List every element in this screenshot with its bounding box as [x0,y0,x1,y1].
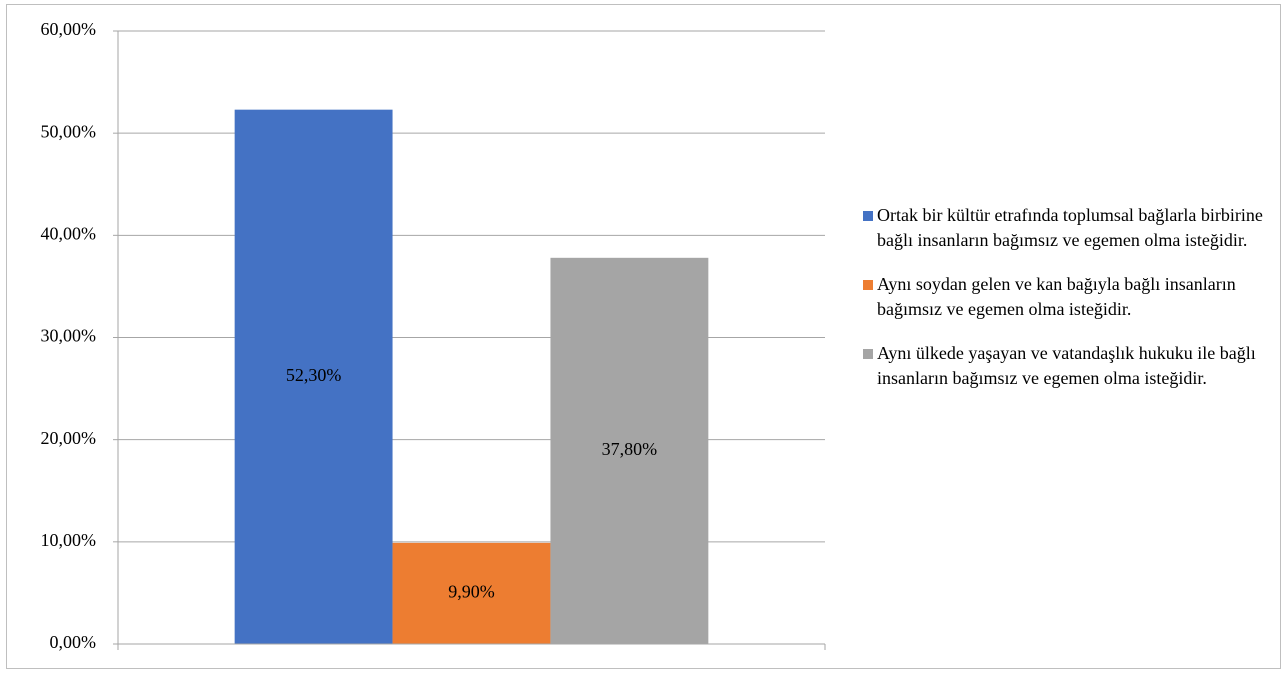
legend-item: Ortak bir kültür etrafında toplumsal bağ… [863,203,1273,253]
data-label: 37,80% [602,439,658,459]
bar [234,109,393,644]
y-tick-label: 40,00% [41,223,97,243]
chart-border [6,4,1281,669]
legend-label: Aynı soydan gelen ve kan bağıyla bağlı i… [877,274,1236,319]
legend-swatch [863,349,873,359]
y-tick-label: 30,00% [41,326,97,346]
legend: Ortak bir kültür etrafında toplumsal bağ… [863,203,1273,410]
y-tick-label: 0,00% [50,632,97,652]
y-tick-label: 60,00% [41,19,97,39]
legend-item: Aynı soydan gelen ve kan bağıyla bağlı i… [863,272,1273,322]
bar [550,257,709,644]
data-label: 52,30% [286,365,342,385]
legend-swatch [863,280,873,290]
legend-label: Aynı ülkede yaşayan ve vatandaşlık hukuk… [877,343,1256,388]
y-tick-label: 20,00% [41,428,97,448]
y-tick-label: 50,00% [41,121,97,141]
legend-swatch [863,211,873,221]
legend-label: Ortak bir kültür etrafında toplumsal bağ… [877,205,1263,250]
legend-item: Aynı ülkede yaşayan ve vatandaşlık hukuk… [863,341,1273,391]
bar [392,542,551,644]
y-tick-label: 10,00% [41,530,97,550]
data-label: 9,90% [448,582,495,602]
